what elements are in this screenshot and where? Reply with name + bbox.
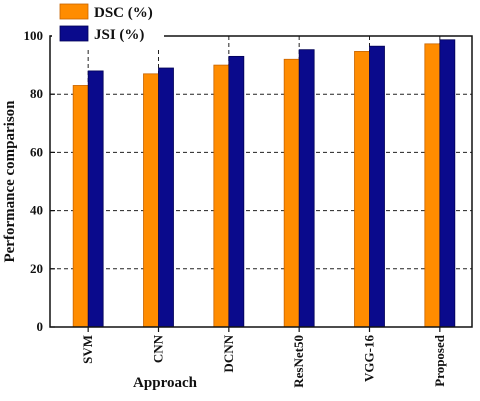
y-tick-label: 20 [30, 261, 43, 276]
y-axis-ticks: 0 20 40 60 80 100 [24, 28, 55, 334]
bar-dsc [283, 58, 300, 328]
bar-dsc [354, 51, 370, 328]
x-tick-label: CNN [151, 334, 166, 363]
y-axis-title: Performance comparison [2, 100, 18, 263]
x-tick-label: Proposed [432, 334, 447, 387]
x-axis-ticks: SVM CNN DCNN ResNet50 VGG-16 Proposed [80, 327, 447, 388]
bar-jsi [369, 45, 385, 328]
y-tick-label: 60 [30, 144, 43, 159]
bars [72, 39, 456, 328]
grid-lines [50, 36, 472, 327]
y-tick-label: 0 [37, 319, 44, 334]
legend: DSC (%) JSI (%) [52, 3, 164, 48]
y-tick-label: 40 [30, 203, 43, 218]
x-tick-label: VGG-16 [362, 335, 377, 382]
legend-swatch [59, 3, 89, 20]
x-axis-title: Approach [133, 375, 198, 391]
y-tick-label: 100 [24, 28, 44, 43]
bar-jsi [158, 67, 174, 328]
bar-jsi [298, 49, 315, 328]
legend-label: DSC (%) [94, 5, 153, 21]
bar-jsi [228, 55, 245, 328]
bar-jsi [87, 70, 104, 328]
bar-dsc [72, 85, 89, 328]
x-tick-label: DCNN [221, 334, 236, 372]
legend-label: JSI (%) [94, 27, 144, 43]
bar-dsc [424, 43, 441, 328]
plot-frame [49, 35, 473, 328]
x-tick-label: ResNet50 [291, 335, 306, 388]
bar-dsc [213, 64, 230, 328]
bar-jsi [439, 39, 456, 328]
bar-dsc [143, 73, 159, 328]
plot-background [50, 36, 472, 327]
x-tick-label: SVM [80, 335, 95, 364]
legend-swatch [59, 25, 89, 42]
y-tick-label: 80 [30, 86, 43, 101]
